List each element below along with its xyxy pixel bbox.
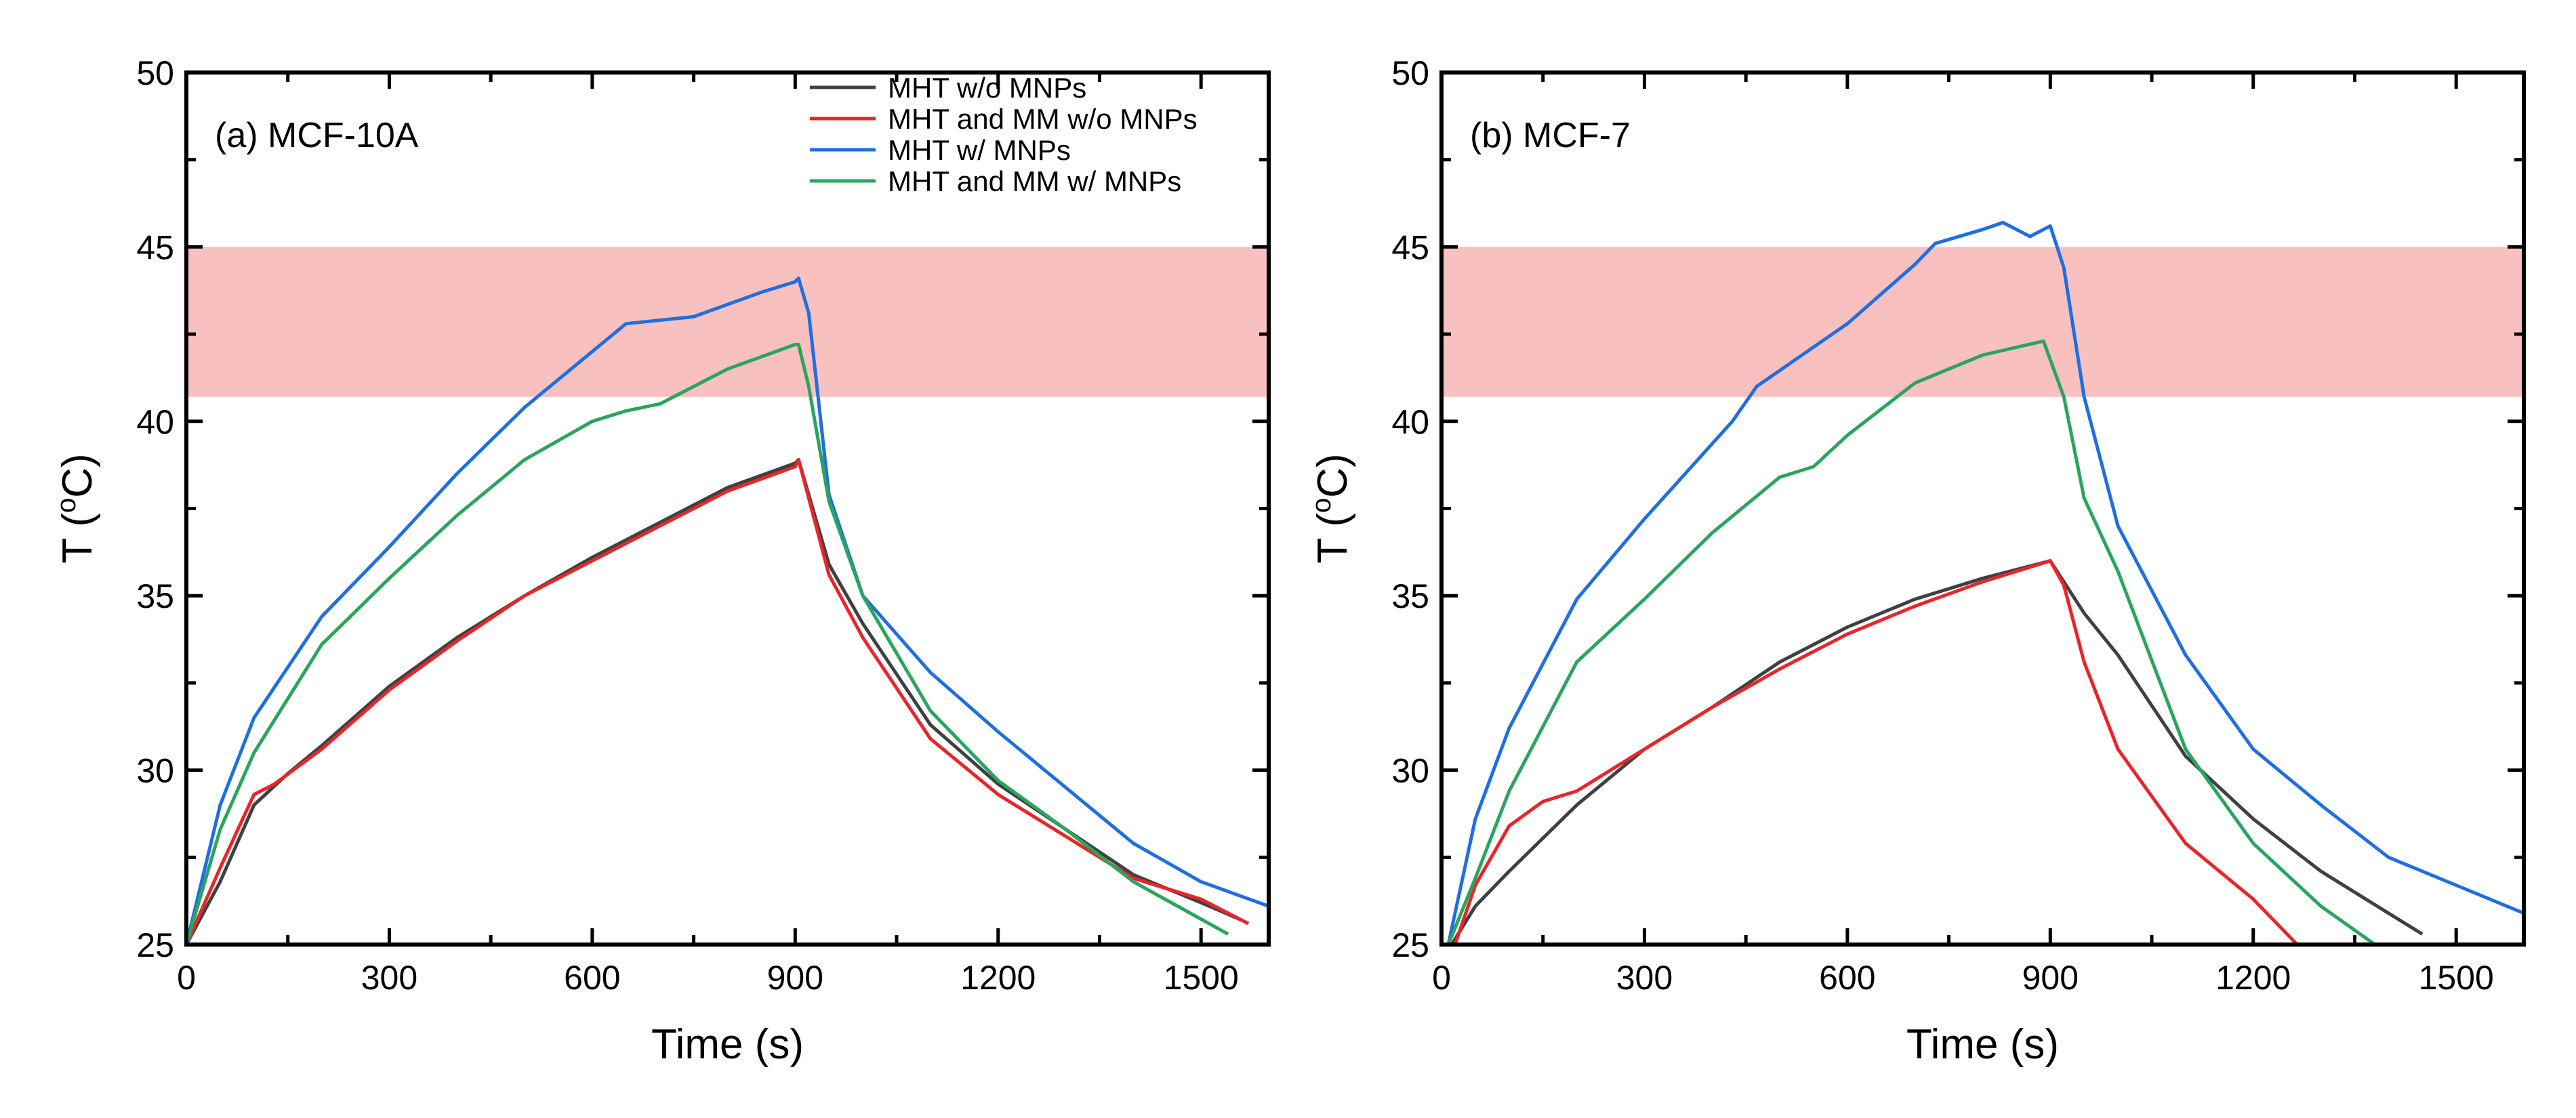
x-tick-label: 0 [177, 959, 196, 997]
legend-label: MHT w/ MNPs [888, 134, 1071, 166]
series-line-mht-and-mm-w-o-mnps [186, 457, 1250, 945]
chart-panel-b: 0 300 600 900 1200 1500 25 30 35 40 45 50 Time (s) T … [1307, 54, 2526, 1068]
panel-label: (b) MCF-7 [1470, 116, 1631, 155]
y-tick-label: 35 [136, 577, 174, 615]
hyperthermia-band [186, 247, 1269, 397]
y-tick-label: 30 [136, 752, 174, 790]
legend-label: MHT w/o MNPs [888, 72, 1086, 104]
x-tick-label: 1500 [2419, 959, 2494, 997]
x-axis-title: Time (s) [651, 1021, 804, 1068]
series-line-mht-and-mm-w-o-mnps [1453, 559, 2299, 945]
x-axis-title: Time (s) [1906, 1021, 2059, 1068]
y-axis-title-sup: o [52, 498, 81, 513]
x-tick-label: 1500 [1164, 959, 1239, 997]
legend-label: MHT and MM w/ MNPs [888, 165, 1181, 197]
y-axis-title-main: T ( [1309, 513, 1356, 564]
x-tick-label: 900 [2022, 959, 2079, 997]
x-tick-label: 300 [1616, 959, 1673, 997]
series-line-mht-w-mnps [186, 276, 1269, 945]
panel-label: (a) MCF-10A [215, 116, 419, 155]
y-tick-label: 50 [136, 54, 174, 92]
plot-frame [1439, 70, 2526, 947]
x-tick-label: 600 [1819, 959, 1875, 997]
y-tick-label: 45 [1391, 228, 1429, 266]
chart-panel-a: 0 300 600 900 1200 1500 25 30 35 40 45 50 Time (s) T … [52, 54, 1271, 1068]
y-axis-title-end: C) [54, 453, 101, 497]
x-tick-label: 900 [767, 959, 823, 997]
y-axis-title: T (oC) [52, 453, 101, 563]
plot-frame [184, 70, 1271, 947]
y-tick-label: 30 [1391, 752, 1429, 790]
x-tick-label: 1200 [960, 959, 1036, 997]
legend-label: MHT and MM w/o MNPs [888, 103, 1198, 135]
y-axis-title-sup: o [1307, 498, 1336, 513]
y-tick-label: 40 [136, 403, 174, 441]
x-tick-label: 600 [564, 959, 620, 997]
hyperthermia-band [1442, 247, 2524, 397]
y-axis-title: T (oC) [1307, 453, 1356, 563]
y-tick-label: 25 [136, 926, 174, 964]
series-line-mht-w-o-mnps [186, 457, 1243, 945]
y-axis-title-end: C) [1309, 453, 1356, 497]
y-tick-label: 40 [1391, 403, 1429, 441]
series-line-mht-and-mm-w-mnps [186, 343, 1229, 945]
y-axis-title-main: T ( [54, 513, 101, 564]
series-line-mht-w-mnps [1446, 220, 2524, 945]
x-tick-label: 0 [1432, 959, 1451, 997]
x-tick-label: 1200 [2215, 959, 2291, 997]
y-tick-label: 25 [1391, 926, 1429, 964]
y-tick-label: 35 [1391, 577, 1429, 615]
series-line-mht-and-mm-w-mnps [1446, 339, 2376, 945]
series-line-mht-w-o-mnps [1450, 559, 2424, 945]
y-tick-label: 45 [136, 228, 174, 266]
x-tick-label: 300 [361, 959, 417, 997]
y-tick-label: 50 [1391, 54, 1429, 92]
